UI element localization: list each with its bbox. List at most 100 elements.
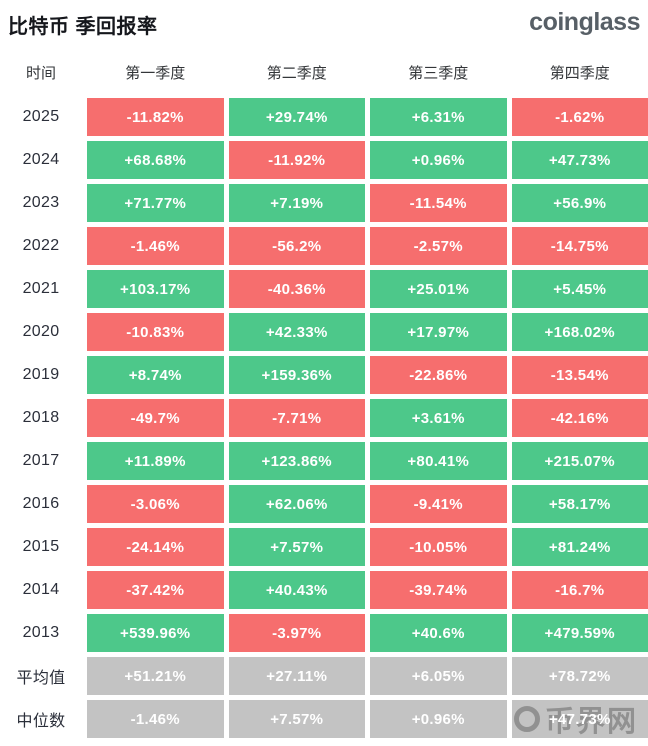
- column-header-time: 时间: [25, 64, 56, 82]
- return-cell: +7.19%: [228, 184, 365, 222]
- return-cell: +6.05%: [370, 657, 507, 695]
- row-label: 2018: [22, 409, 60, 426]
- return-cell: -11.82%: [87, 98, 224, 136]
- return-value: -10.83%: [126, 323, 185, 341]
- return-value: -37.42%: [126, 581, 185, 599]
- return-value: +68.68%: [124, 151, 187, 169]
- return-value: -1.46%: [130, 710, 180, 728]
- return-cell: +40.43%: [228, 571, 365, 609]
- return-cell: +168.02%: [511, 313, 648, 351]
- return-cell: -39.74%: [370, 571, 507, 609]
- return-cell: +47.73%: [511, 141, 648, 179]
- return-cell: +80.41%: [370, 442, 507, 480]
- return-value: +103.17%: [120, 280, 191, 298]
- return-value: -2.57%: [413, 237, 463, 255]
- return-value: -40.36%: [267, 280, 326, 298]
- return-value: -3.97%: [272, 624, 322, 642]
- return-value: -1.46%: [130, 237, 180, 255]
- row-label: 2020: [22, 323, 60, 340]
- return-cell: -2.57%: [370, 227, 507, 265]
- return-cell: -11.92%: [228, 141, 365, 179]
- return-value: +81.24%: [548, 538, 611, 556]
- table-header-row: 时间 第一季度 第二季度 第三季度 第四季度: [0, 60, 648, 84]
- return-cell: +68.68%: [87, 141, 224, 179]
- return-cell: -10.05%: [370, 528, 507, 566]
- return-value: +3.61%: [411, 409, 465, 427]
- return-cell: -24.14%: [87, 528, 224, 566]
- return-cell: +159.36%: [228, 356, 365, 394]
- row-label: 2019: [22, 366, 60, 383]
- return-value: +27.11%: [266, 667, 328, 685]
- return-value: +539.96%: [120, 624, 191, 642]
- return-value: +7.19%: [270, 194, 324, 212]
- return-value: -3.06%: [130, 495, 180, 513]
- return-cell: -42.16%: [511, 399, 648, 437]
- return-cell: +42.33%: [228, 313, 365, 351]
- top-bar: 比特币 季回报率 coinglass: [0, 0, 648, 48]
- return-cell: +40.6%: [370, 614, 507, 652]
- return-cell: +25.01%: [370, 270, 507, 308]
- page-title: 比特币 季回报率: [8, 16, 158, 38]
- return-value: +40.43%: [265, 581, 328, 599]
- column-header-q2: 第二季度: [266, 64, 327, 82]
- return-cell: -22.86%: [370, 356, 507, 394]
- return-value: +159.36%: [261, 366, 332, 384]
- return-cell: +215.07%: [511, 442, 648, 480]
- return-value: +25.01%: [407, 280, 470, 298]
- return-value: +215.07%: [544, 452, 615, 470]
- row-label: 2022: [22, 237, 60, 254]
- return-value: -22.86%: [409, 366, 468, 384]
- return-value: +7.57%: [270, 710, 324, 728]
- return-value: +47.73%: [548, 151, 611, 169]
- row-label: 2024: [22, 151, 60, 168]
- return-cell: +123.86%: [228, 442, 365, 480]
- return-cell: -9.41%: [370, 485, 507, 523]
- return-value: +62.06%: [265, 495, 328, 513]
- return-value: +7.57%: [270, 538, 324, 556]
- return-cell: -1.46%: [87, 227, 224, 265]
- row-label: 2025: [22, 108, 60, 125]
- return-cell: +6.31%: [370, 98, 507, 136]
- return-cell: -16.7%: [511, 571, 648, 609]
- return-value: -39.74%: [409, 581, 468, 599]
- returns-table: 2025 -11.82% +29.74% +6.31% -1.62% 2024 +68.68…: [0, 98, 648, 738]
- return-cell: +58.17%: [511, 485, 648, 523]
- return-cell: +62.06%: [228, 485, 365, 523]
- return-value: -11.54%: [409, 194, 467, 212]
- return-cell: +78.72%: [511, 657, 648, 695]
- return-cell: +51.21%: [87, 657, 224, 695]
- return-cell: +0.96%: [370, 700, 507, 738]
- row-label: 2017: [22, 452, 60, 469]
- return-cell: +27.11%: [228, 657, 365, 695]
- return-cell: +56.9%: [511, 184, 648, 222]
- return-cell: -40.36%: [228, 270, 365, 308]
- return-cell: +103.17%: [87, 270, 224, 308]
- return-cell: -7.71%: [228, 399, 365, 437]
- row-label: 平均值: [16, 670, 66, 687]
- return-value: +56.9%: [553, 194, 607, 212]
- return-value: +40.6%: [411, 624, 465, 642]
- return-value: +5.45%: [553, 280, 607, 298]
- return-cell: +7.57%: [228, 528, 365, 566]
- coinglass-logo: coinglass: [529, 8, 640, 36]
- return-value: -7.71%: [272, 409, 322, 427]
- row-label: 2013: [22, 624, 60, 641]
- return-value: +80.41%: [407, 452, 470, 470]
- return-cell: -11.54%: [370, 184, 507, 222]
- return-cell: +17.97%: [370, 313, 507, 351]
- return-value: -11.92%: [268, 151, 326, 169]
- return-cell: +7.57%: [228, 700, 365, 738]
- return-cell: -37.42%: [87, 571, 224, 609]
- return-value: +8.74%: [128, 366, 182, 384]
- row-label: 2021: [22, 280, 60, 297]
- column-header-q3: 第三季度: [408, 64, 469, 82]
- return-value: +47.73%: [548, 710, 611, 728]
- return-cell: +539.96%: [87, 614, 224, 652]
- return-value: +11.89%: [124, 452, 186, 470]
- return-value: +0.96%: [411, 710, 465, 728]
- return-value: +123.86%: [261, 452, 332, 470]
- return-value: +6.05%: [411, 667, 465, 685]
- return-value: -42.16%: [550, 409, 609, 427]
- return-cell: +81.24%: [511, 528, 648, 566]
- return-value: +0.96%: [411, 151, 465, 169]
